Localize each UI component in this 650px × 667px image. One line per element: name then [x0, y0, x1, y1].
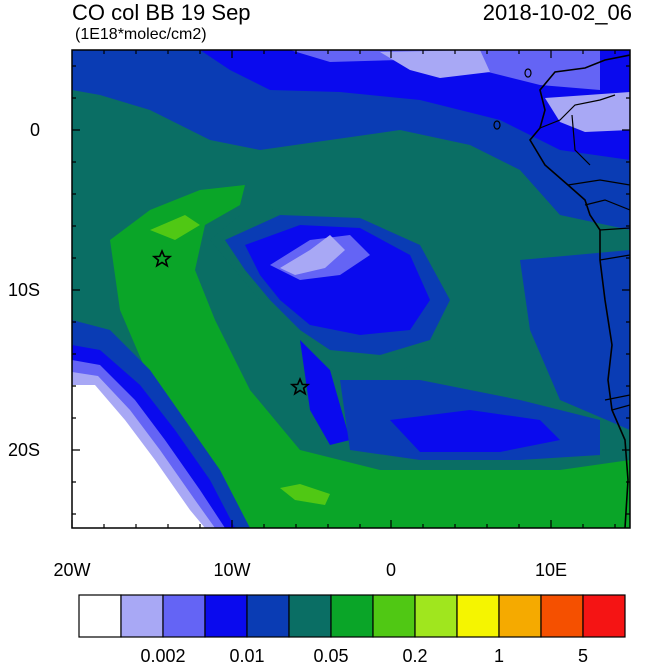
map-frame [71, 49, 631, 529]
lat-label: 0 [29, 120, 40, 140]
colorbar-box [246, 594, 290, 638]
colorbar-box [540, 594, 584, 638]
colorbar-box [120, 594, 164, 638]
colorbar-label: 5 [577, 646, 588, 666]
africa-coastline [529, 54, 630, 528]
island-outline [524, 68, 532, 78]
field-north-medium-blue [290, 50, 600, 90]
colorbar-box [372, 594, 416, 638]
field-lightgreen-patch-2 [150, 215, 200, 240]
field-ne-light [545, 92, 630, 132]
field-inner-light [280, 235, 345, 275]
field-south-bright-blue [390, 410, 560, 452]
colorbar-label: 1 [493, 646, 504, 666]
axis-ticks [71, 50, 630, 528]
colorbar-label: 0.002 [140, 646, 186, 666]
field-south-blue [300, 340, 350, 445]
field-north-light [380, 50, 490, 78]
plot-title-left: CO col BB 19 Sep [72, 0, 251, 25]
colorbar-box [582, 594, 626, 638]
lon-label: 10E [534, 560, 568, 580]
field-east-blue [520, 250, 630, 430]
colorbar-box [330, 594, 374, 638]
colorbar-box [414, 594, 458, 638]
lake-outline [493, 120, 501, 130]
field-green-plume [110, 185, 630, 528]
lat-label: 10S [7, 280, 40, 300]
colorbar-box [288, 594, 332, 638]
lon-label: 10W [213, 560, 251, 580]
field-sw-white [72, 385, 205, 528]
colorbar-label: 0.05 [313, 646, 349, 666]
colorbar-label: 0.01 [229, 646, 265, 666]
colorbar-box [204, 594, 248, 638]
map-field [72, 50, 630, 528]
star-marker [289, 376, 311, 396]
field-lightgreen-patch [280, 484, 330, 505]
plot-units-subtitle: (1E18*molec/cm2) [75, 26, 207, 43]
country-borders [539, 94, 630, 411]
colorbar-box [162, 594, 206, 638]
lon-label: 0 [385, 560, 396, 580]
colorbar-box [498, 594, 542, 638]
lon-label: 20W [53, 560, 91, 580]
colorbar-box [456, 594, 500, 638]
plot-title-right: 2018-10-02_06 [482, 0, 632, 25]
colorbar-box [78, 594, 122, 638]
colorbar-label: 0.2 [402, 646, 428, 666]
lat-label: 20S [7, 440, 40, 460]
star-marker [151, 248, 173, 268]
